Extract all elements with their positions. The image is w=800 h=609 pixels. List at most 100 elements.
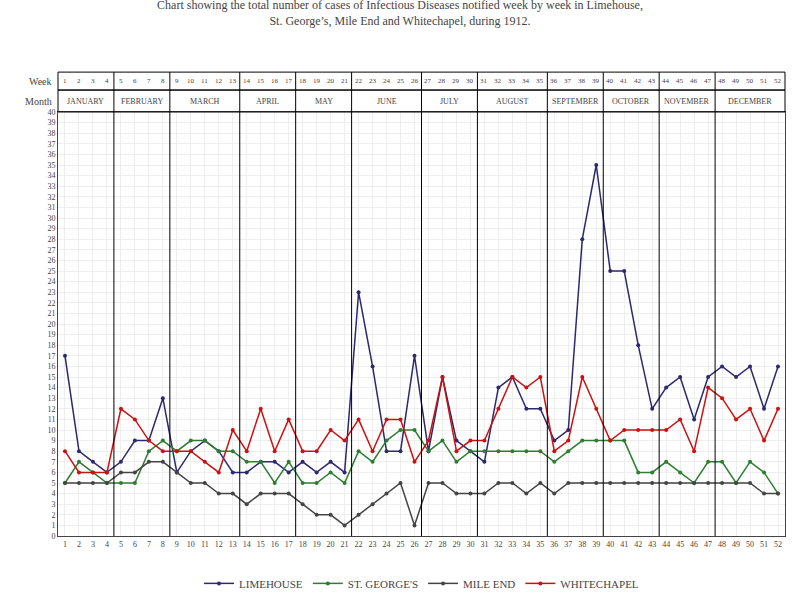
svg-text:1: 1 [63,540,67,549]
svg-text:7: 7 [147,77,151,85]
svg-text:19: 19 [47,330,55,339]
svg-text:38: 38 [578,77,586,85]
svg-text:23: 23 [47,288,55,297]
svg-text:40: 40 [47,108,55,117]
svg-text:41: 41 [620,77,628,85]
svg-text:19: 19 [313,540,321,549]
svg-text:16: 16 [47,362,55,371]
svg-text:28: 28 [438,540,446,549]
svg-text:41: 41 [620,540,628,549]
svg-text:47: 47 [704,77,712,85]
svg-text:25: 25 [397,77,405,85]
svg-text:50: 50 [746,540,754,549]
svg-text:43: 43 [648,540,656,549]
svg-text:25: 25 [47,267,55,276]
svg-text:18: 18 [299,77,307,85]
svg-text:50: 50 [746,77,754,85]
svg-text:51: 51 [760,77,768,85]
svg-text:3: 3 [51,500,55,509]
svg-text:SEPTEMBER: SEPTEMBER [552,97,599,106]
svg-text:18: 18 [47,341,55,350]
svg-text:10: 10 [47,426,55,435]
svg-text:35: 35 [47,161,55,170]
svg-text:10: 10 [187,77,195,85]
svg-text:5: 5 [119,540,123,549]
svg-text:4: 4 [105,77,109,85]
svg-text:45: 45 [676,77,684,85]
svg-text:LIMEHOUSE: LIMEHOUSE [239,578,303,590]
svg-text:12: 12 [215,77,223,85]
svg-text:35: 35 [536,77,544,85]
svg-text:37: 37 [564,540,572,549]
svg-text:42: 42 [634,77,642,85]
svg-text:31: 31 [47,203,55,212]
svg-text:45: 45 [676,540,684,549]
svg-text:39: 39 [592,540,600,549]
svg-text:2: 2 [77,540,81,549]
svg-text:26: 26 [47,256,55,265]
svg-text:48: 48 [718,77,726,85]
svg-text:19: 19 [313,77,321,85]
svg-text:22: 22 [355,77,363,85]
svg-text:32: 32 [47,193,55,202]
svg-text:38: 38 [47,129,55,138]
svg-text:JANUARY: JANUARY [67,97,104,106]
svg-text:36: 36 [47,150,55,159]
svg-text:MARCH: MARCH [190,97,220,106]
svg-text:Week: Week [29,76,52,87]
svg-text:17: 17 [285,77,293,85]
svg-text:WHITECHAPEL: WHITECHAPEL [560,578,638,590]
svg-text:5: 5 [119,77,123,85]
svg-text:15: 15 [47,373,55,382]
svg-text:18: 18 [299,540,307,549]
svg-text:7: 7 [147,540,151,549]
svg-text:17: 17 [285,540,293,549]
svg-text:32: 32 [494,77,502,85]
svg-text:21: 21 [341,540,349,549]
svg-text:20: 20 [327,77,335,85]
svg-text:24: 24 [47,277,55,286]
svg-text:20: 20 [327,540,335,549]
svg-text:14: 14 [47,383,55,392]
svg-text:46: 46 [690,77,698,85]
svg-text:30: 30 [47,214,55,223]
svg-text:30: 30 [466,540,474,549]
svg-text:APRIL: APRIL [256,97,279,106]
svg-text:21: 21 [341,77,349,85]
svg-text:51: 51 [760,540,768,549]
svg-text:14: 14 [243,77,251,85]
svg-text:0: 0 [51,532,55,541]
svg-text:8: 8 [161,540,165,549]
svg-text:26: 26 [411,540,419,549]
svg-text:38: 38 [578,540,586,549]
svg-text:52: 52 [774,77,782,85]
svg-text:Month: Month [25,96,52,107]
svg-text:20: 20 [47,320,55,329]
svg-text:JULY: JULY [440,97,459,106]
svg-text:34: 34 [47,171,55,180]
svg-text:12: 12 [47,405,55,414]
svg-text:44: 44 [662,540,670,549]
svg-text:22: 22 [47,299,55,308]
svg-text:13: 13 [229,540,237,549]
svg-text:42: 42 [634,540,642,549]
svg-text:OCTOBER: OCTOBER [612,97,650,106]
svg-text:30: 30 [466,77,474,85]
svg-text:5: 5 [51,479,55,488]
svg-text:11: 11 [201,77,208,85]
svg-text:3: 3 [91,540,95,549]
svg-text:36: 36 [550,77,558,85]
svg-text:Chart showing the total number: Chart showing the total number of cases … [157,0,643,28]
svg-text:29: 29 [452,540,460,549]
svg-text:11: 11 [48,415,56,424]
svg-text:39: 39 [592,77,600,85]
svg-text:FEBRUARY: FEBRUARY [121,97,163,106]
svg-text:DECEMBER: DECEMBER [728,97,772,106]
svg-text:49: 49 [732,77,740,85]
svg-text:14: 14 [243,540,251,549]
svg-text:ST. GEORGE'S: ST. GEORGE'S [348,578,418,590]
svg-text:8: 8 [51,447,55,456]
svg-text:6: 6 [133,540,137,549]
svg-text:17: 17 [47,352,55,361]
svg-text:16: 16 [271,540,279,549]
